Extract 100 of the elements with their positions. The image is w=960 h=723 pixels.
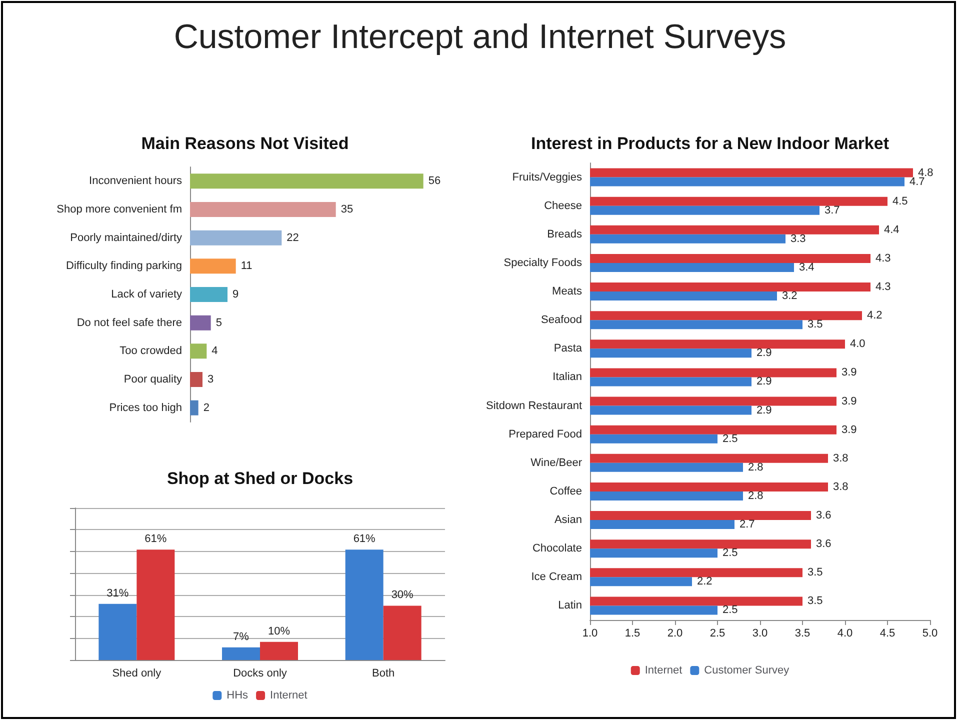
data-label: 3.9 [842, 424, 857, 436]
x-tick-label: 1.5 [624, 628, 640, 640]
bar [190, 400, 198, 416]
data-label: 2.5 [722, 604, 738, 616]
y-tick-label: Coffee [550, 485, 582, 498]
y-tick-label: Breads [547, 228, 582, 240]
bar [190, 315, 211, 330]
data-label: 2.9 [756, 347, 772, 360]
bar [222, 647, 260, 660]
data-label: 3.6 [816, 510, 832, 522]
bar [98, 604, 137, 660]
y-tick-label: Specialty Foods [504, 256, 582, 269]
data-label: 2.8 [748, 490, 764, 502]
data-label: 5 [216, 316, 222, 329]
data-label: 3.6 [816, 538, 832, 550]
x-tick-label: 2.5 [710, 628, 726, 640]
x-tick-label: 2.0 [667, 628, 683, 640]
data-label: 2.9 [756, 376, 772, 388]
data-label: 3.7 [824, 204, 840, 216]
data-label: 2.7 [740, 518, 755, 531]
x-tick-label: 1.0 [582, 628, 598, 640]
data-label: 2.5 [722, 547, 738, 560]
data-label: 2 [203, 402, 210, 414]
data-label: 3.4 [799, 261, 814, 274]
chart-title: Shop at Shed or Docks [166, 469, 354, 488]
x-tick-label: 3.5 [794, 628, 810, 640]
y-tick-label: Cheese [544, 200, 582, 212]
y-tick-label: Prepared Food [508, 428, 582, 440]
data-label: 30% [391, 589, 414, 602]
y-tick-label: Wine/Beer [530, 456, 582, 469]
legend-label: HHs [226, 690, 249, 702]
x-tick-label: Shed only [112, 668, 162, 680]
data-label: 3.5 [808, 566, 823, 579]
chart-title: Interest in Products for a New Indoor Market [530, 134, 890, 153]
y-tick-label: Pasta [554, 342, 583, 355]
x-tick-label: 3.0 [752, 628, 768, 640]
data-label: 2.9 [756, 404, 772, 416]
y-tick-label: Too crowded [120, 345, 182, 358]
y-tick-label: Do not feel safe there [76, 316, 182, 329]
text: Customer Intercept and Internet Surveys [172, 18, 788, 57]
x-tick-label: Docks only [233, 668, 288, 680]
data-label: 3.5 [808, 318, 823, 331]
data-label: 4.2 [867, 310, 882, 322]
data-label: 3.8 [833, 480, 848, 493]
data-label: 10% [268, 625, 290, 638]
bar [190, 287, 228, 302]
bar [190, 230, 282, 246]
y-tick-label: Difficulty finding parking [66, 260, 182, 272]
y-tick-label: Prices too high [109, 402, 182, 414]
y-tick-label: Sitdown Restaurant [486, 400, 582, 412]
x-tick-label: 4.0 [837, 628, 853, 640]
y-tick-label: Shop more convenient fm [56, 204, 182, 216]
y-tick-label: Seafood [541, 314, 582, 326]
data-label: 4.7 [910, 176, 925, 188]
chart-title: Main Reasons Not Visited [141, 134, 349, 153]
data-label: 3.9 [842, 366, 857, 379]
data-label: 4.0 [850, 338, 866, 350]
data-label: 61% [353, 533, 376, 546]
data-label: 4.4 [884, 224, 900, 236]
data-label: 3.5 [808, 595, 823, 608]
data-label: 3 [208, 374, 214, 386]
data-label: 2.8 [748, 461, 764, 474]
x-tick-label: 5.0 [922, 628, 938, 640]
legend-label: Internet [270, 690, 308, 702]
data-label: 2.2 [697, 576, 712, 588]
data-label: 7% [233, 630, 250, 643]
data-label: 3.2 [782, 290, 798, 302]
bar [383, 606, 422, 660]
y-tick-label: Italian [552, 371, 582, 384]
data-label: 4.5 [892, 195, 908, 208]
data-label: 61% [144, 533, 167, 546]
data-label: 3.3 [790, 232, 806, 245]
y-tick-label: Inconvenient hours [89, 175, 182, 188]
data-label: 35 [340, 204, 354, 216]
data-label: 3.8 [833, 452, 848, 464]
y-tick-label: Meats [552, 286, 582, 298]
data-label: 9 [232, 288, 239, 300]
data-label: 22 [286, 232, 299, 244]
y-tick-label: Chocolate [532, 542, 582, 555]
y-tick-label: Poor quality [124, 374, 182, 386]
data-label: 56 [428, 175, 441, 188]
data-label: 4 [212, 345, 218, 358]
data-label: 4.3 [876, 252, 891, 264]
bar [190, 174, 424, 189]
y-tick-label: Ice Cream [531, 571, 582, 584]
bar [190, 202, 336, 217]
y-tick-label: Asian [554, 514, 582, 526]
bar [190, 372, 202, 387]
y-tick-label: Lack of variety [111, 288, 182, 300]
bar [190, 258, 236, 274]
y-tick-label: Latin [558, 600, 582, 612]
y-tick-label: Poorly maintained/dirty [70, 232, 182, 244]
data-label: 11 [240, 260, 252, 272]
bar [260, 642, 298, 660]
x-tick-label: Both [372, 668, 395, 680]
bar [136, 550, 175, 660]
x-tick-label: 4.5 [880, 628, 896, 640]
bar [345, 550, 384, 660]
legend-label: Internet [644, 664, 682, 676]
bar [190, 344, 207, 359]
